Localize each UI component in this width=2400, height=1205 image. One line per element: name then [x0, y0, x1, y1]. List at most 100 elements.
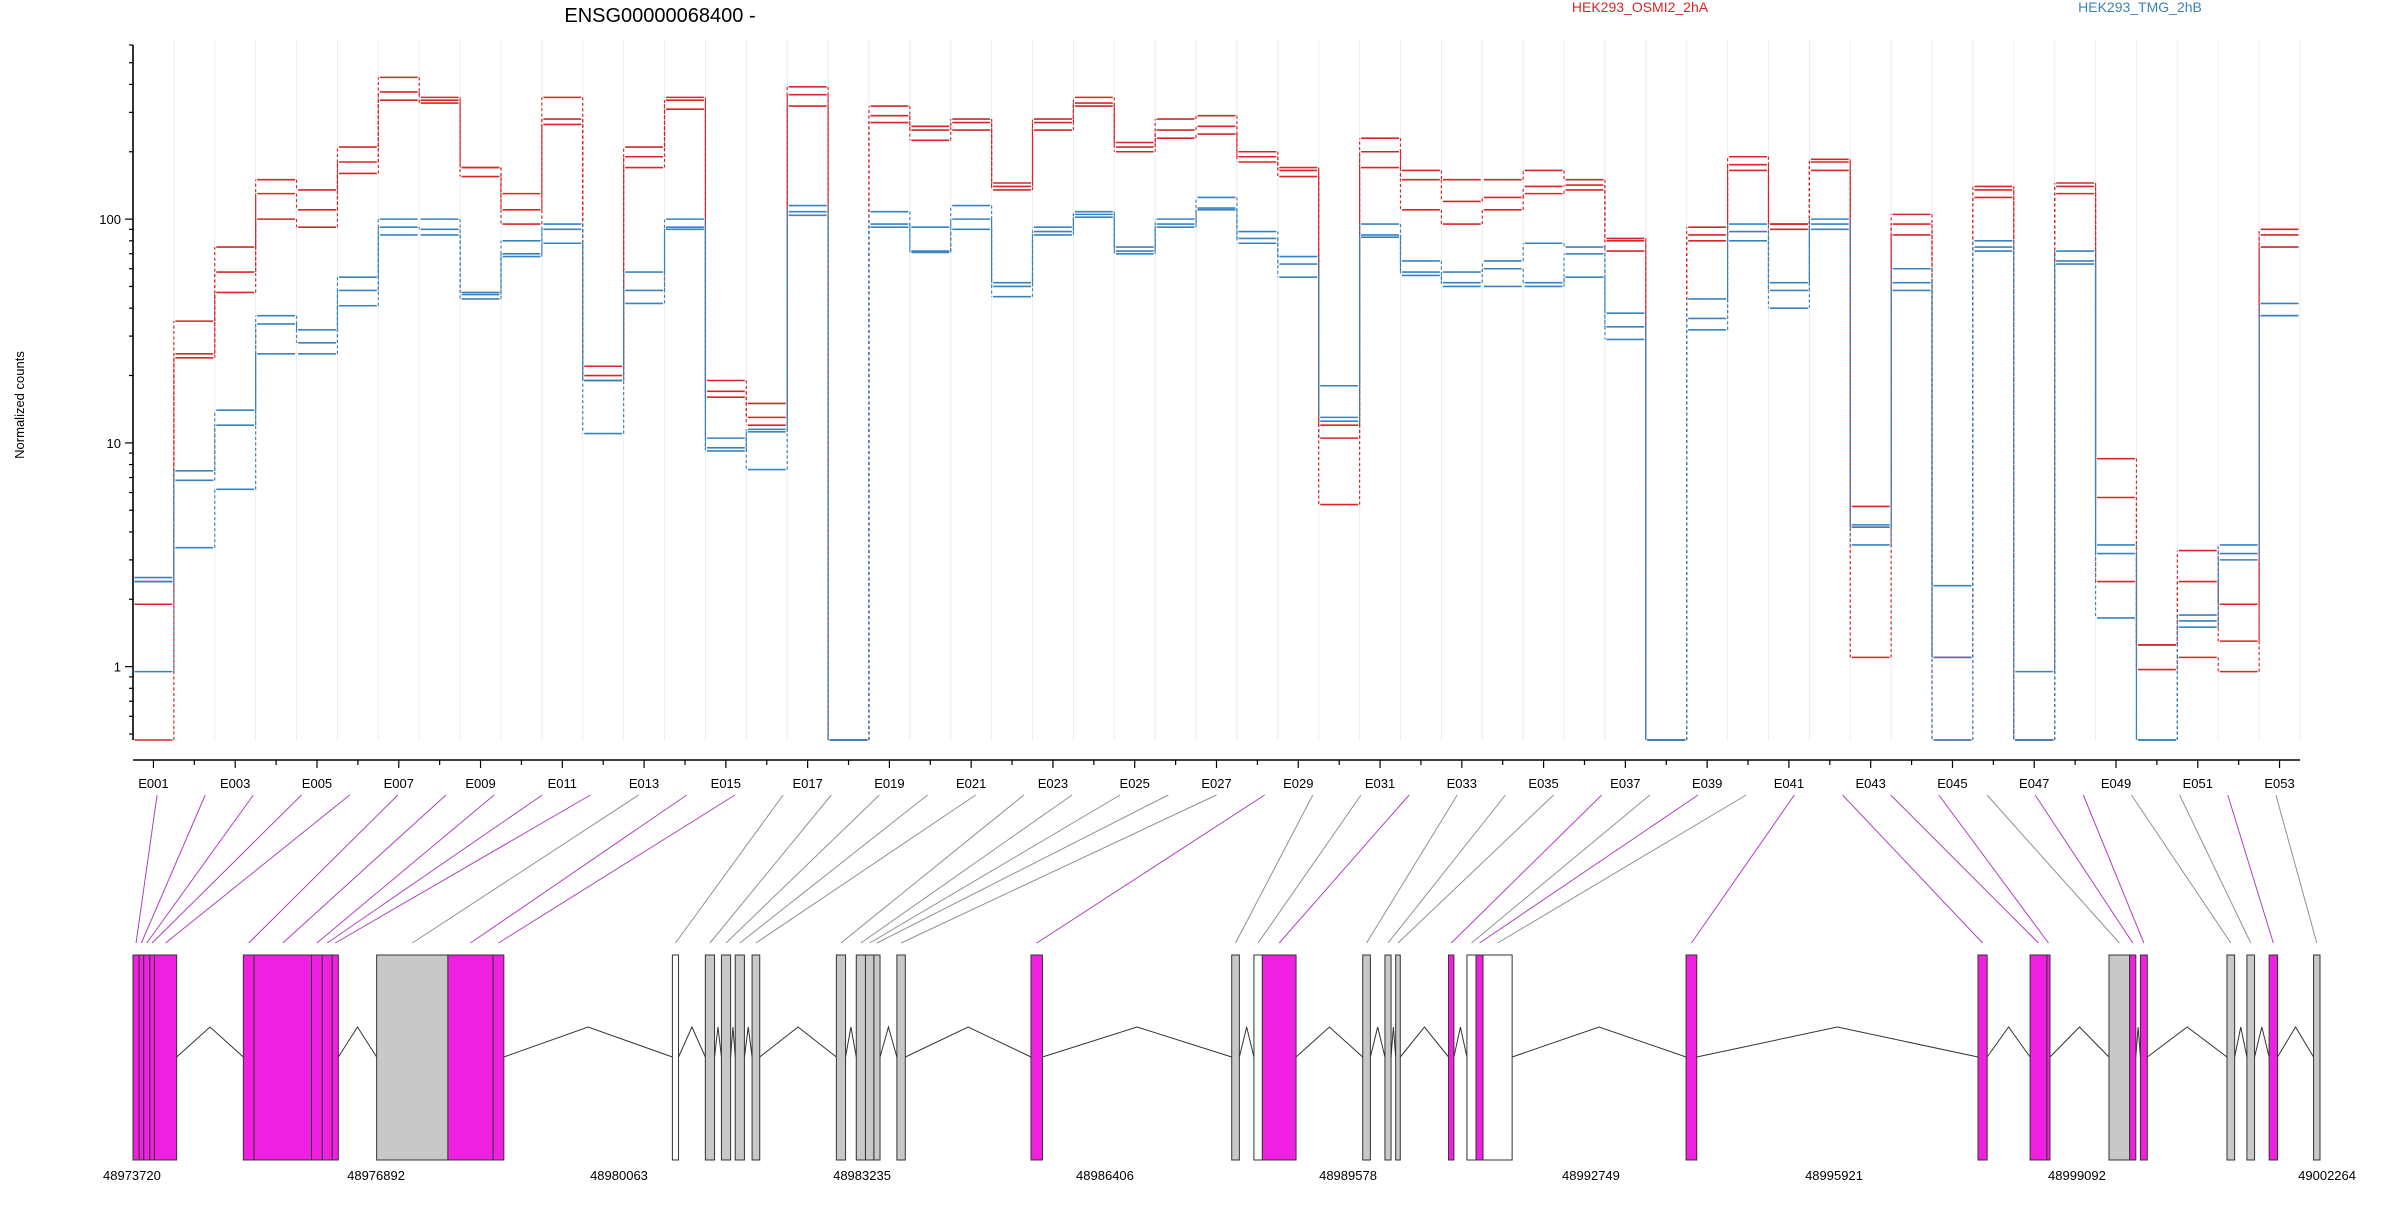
exon-block: [311, 954, 323, 1161]
exon-connector: [151, 794, 302, 944]
intron-line: [1986, 1026, 2031, 1058]
exon-connector: [739, 794, 928, 944]
series-transitions: [173, 100, 2260, 740]
exon-block: [864, 954, 875, 1161]
exon-connector: [1890, 794, 2039, 944]
bin-tick-label: E021: [956, 776, 986, 791]
bin-tick-label: E047: [2019, 776, 2049, 791]
series-layer: [134, 76, 2299, 741]
y-tick-label: 10: [107, 436, 121, 451]
exon-connector: [326, 794, 543, 944]
intron-line: [2234, 1026, 2248, 1058]
bin-tick-label: E011: [548, 776, 577, 791]
exon-block: [331, 954, 339, 1161]
intron-line: [176, 1026, 244, 1058]
exon-block: [2139, 954, 2148, 1161]
intron-line: [879, 1025, 898, 1058]
exon-block: [1231, 954, 1240, 1161]
exon-block: [253, 954, 313, 1161]
exon-block: [2129, 954, 2137, 1161]
exon-connector: [2082, 794, 2145, 944]
intron-line: [1295, 1026, 1364, 1058]
exon-connector: [900, 794, 1217, 944]
intron-line: [2147, 1026, 2228, 1058]
intron-line: [845, 1026, 857, 1058]
intron-line: [759, 1026, 837, 1058]
bin-tick-label: E019: [874, 776, 904, 791]
exon-connector: [1036, 794, 1265, 944]
exon-block: [1448, 954, 1455, 1161]
intron-line: [743, 1026, 753, 1058]
bin-tick-label: E049: [2101, 776, 2131, 791]
exon-block: [132, 954, 140, 1161]
intron-line: [1369, 1026, 1386, 1058]
exon-connector: [1235, 794, 1314, 944]
exon-connector: [282, 794, 447, 944]
exon-block: [138, 954, 145, 1161]
bin-tick-label: E013: [629, 776, 659, 791]
series-plateaus: [134, 76, 2299, 741]
bin-tick-label: E027: [1201, 776, 1231, 791]
exon-block: [1475, 954, 1484, 1161]
bin-tick-label: E007: [384, 776, 414, 791]
exon-connectors: [135, 794, 2318, 944]
series-6: [134, 209, 2299, 741]
bin-tick-label: E033: [1447, 776, 1477, 791]
exon-connector: [1257, 794, 1362, 944]
series-plateaus: [134, 86, 2299, 741]
exon-connector: [2131, 794, 2232, 944]
bin-tick-label: E025: [1120, 776, 1150, 791]
exon-block: [2029, 954, 2048, 1161]
exon-connector: [840, 794, 1025, 944]
series-1: [134, 76, 2299, 741]
exon-connector: [1278, 794, 1410, 944]
exon-block: [734, 954, 745, 1161]
exon-block: [1384, 954, 1392, 1161]
bin-grid: [132, 40, 2301, 740]
bin-axis: E001 E003 E005 E007 E009 E011 E013 E015 E017 E019…: [133, 759, 2300, 791]
series-plateaus: [134, 99, 2299, 741]
intron-line: [678, 1025, 706, 1058]
exon-connector: [1691, 794, 1795, 944]
y-axis-label: Normalized counts: [12, 351, 27, 459]
genomic-tick-label: 48973720: [103, 1168, 161, 1183]
exon-block: [1030, 954, 1043, 1161]
exon-block: [873, 954, 881, 1161]
exon-block: [492, 954, 505, 1161]
exon-block: [242, 954, 255, 1161]
intron-line: [1399, 1026, 1449, 1058]
exon-connector: [470, 794, 688, 944]
legend-entry-osmi2: HEK293_OSMI2_2hA: [1572, 0, 1709, 15]
exon-block: [2268, 954, 2279, 1161]
gene-model: [132, 954, 2321, 1161]
exon-connector: [675, 794, 784, 944]
exon-block: [1977, 954, 1988, 1161]
exon-connector: [1842, 794, 1983, 944]
exon-block: [1466, 954, 1477, 1161]
series-2: [134, 99, 2299, 741]
exon-block: [153, 954, 178, 1161]
exon-connector: [2034, 794, 2134, 944]
exon-connector: [1479, 794, 1699, 944]
exon-connector: [140, 794, 206, 944]
exon-connector: [755, 794, 977, 944]
exon-block: [321, 954, 333, 1161]
bin-tick-label: E037: [1610, 776, 1640, 791]
exon-connector: [869, 794, 1121, 944]
exon-connector: [146, 794, 254, 944]
exon-block: [2046, 954, 2051, 1161]
exon-connector: [1497, 794, 1747, 944]
genomic-tick-label: 49002264: [2298, 1168, 2356, 1183]
intron-line: [730, 1026, 736, 1058]
genomic-tick-label: 48983235: [833, 1168, 891, 1183]
series-4: [134, 196, 2299, 741]
exon-connector: [1397, 794, 1554, 944]
bin-tick-label: E003: [220, 776, 250, 791]
bin-tick-label: E001: [138, 776, 168, 791]
bin-tick-label: E031: [1365, 776, 1395, 791]
y-axis: 1 10 100: [99, 44, 134, 740]
exon-connector: [1366, 794, 1458, 944]
series-3: [134, 86, 2299, 741]
genomic-tick-label: 48976892: [347, 1168, 405, 1183]
